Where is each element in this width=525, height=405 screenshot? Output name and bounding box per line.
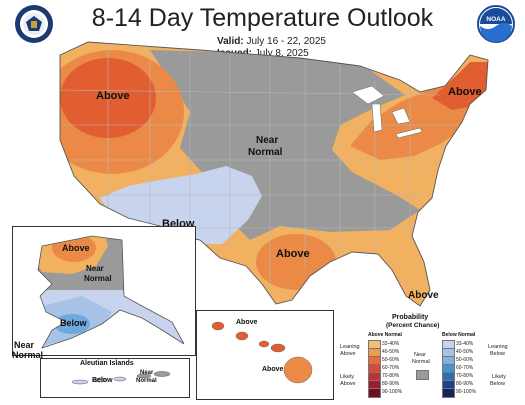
- legend-below-bin-2: 40-50%: [456, 349, 474, 355]
- legend-below-bin-6: 80-90%: [456, 381, 474, 387]
- northeast-above-label: Above: [448, 86, 482, 98]
- alaska-near-label-1: Near: [86, 264, 104, 273]
- aleutian-near-label-1: Near: [140, 370, 154, 376]
- alaska-below-label: Below: [60, 318, 87, 328]
- legend-leaning-below-2: Below: [490, 351, 505, 357]
- legend-above-bin-1: 33-40%: [382, 341, 400, 347]
- legend-likely-below-2: Below: [490, 381, 505, 387]
- legend-above-bin-6: 80-90%: [382, 381, 400, 387]
- legend-near-swatch: [416, 370, 429, 380]
- legend-below-bin-5: 70-80%: [456, 373, 474, 379]
- legend-leaning-below-1: Leaning: [488, 344, 508, 350]
- legend-above-bin-5: 70-80%: [382, 373, 400, 379]
- alaska-near-normal-label-1: Near: [14, 340, 35, 350]
- valid-value: July 16 - 22, 2025: [246, 36, 326, 47]
- legend-likely-above-1: Likely: [340, 374, 355, 380]
- hawaii-above-label-2: Above: [262, 366, 284, 373]
- legend-above-bin-7: 90-100%: [382, 389, 403, 395]
- alaska-map: [37, 235, 185, 349]
- hawaii-map: [211, 321, 313, 384]
- legend-likely-above-2: Above: [340, 381, 356, 387]
- valid-dates: Valid: July 16 - 22, 2025: [217, 36, 326, 47]
- legend-near-normal-2: Normal: [412, 359, 430, 365]
- legend-below-bin-1: 33-40%: [456, 341, 474, 347]
- legend-title-1: Probability: [392, 314, 429, 321]
- aleutian-below-label: Below: [92, 377, 113, 384]
- near-normal-label-1: Near: [256, 135, 279, 146]
- noaa-logo-icon: NOAA: [477, 5, 515, 43]
- map-title: 8-14 Day Temperature Outlook: [91, 4, 434, 32]
- alaska-near-label-2: Normal: [84, 274, 112, 283]
- near-normal-label-2: Normal: [248, 147, 283, 158]
- lake-michigan: [371, 103, 383, 133]
- legend-below-bin-7: 90-100%: [456, 389, 477, 395]
- legend-below-bin-4: 60-70%: [456, 365, 474, 371]
- legend-below-swatch-7: [442, 388, 455, 398]
- hawaii-above-label-1: Above: [236, 319, 258, 326]
- aleutian-title: Aleutian Islands: [80, 360, 134, 367]
- legend-title-2: (Percent Chance): [386, 322, 440, 329]
- legend-leaning-above-1: Leaning: [340, 344, 360, 350]
- lake-superior: [351, 85, 385, 105]
- lake-huron: [391, 107, 411, 125]
- above-40-50-gulf: [256, 234, 336, 290]
- legend-above-bin-2: 40-50%: [382, 349, 400, 355]
- issued-value: July 8, 2025: [254, 48, 309, 59]
- legend-near-normal-1: Near: [414, 352, 426, 358]
- legend-leaning-above-2: Above: [340, 351, 356, 357]
- alaska-near-normal-label-2: Normal: [12, 350, 44, 360]
- gulf-above-label: Above: [276, 248, 310, 260]
- west-above-label: Above: [96, 90, 130, 102]
- alaska-above-label: Above: [62, 243, 90, 253]
- legend-above-normal: Above Normal: [368, 332, 402, 338]
- legend-below-normal: Below Normal: [442, 332, 476, 338]
- commerce-seal-icon: [15, 5, 53, 43]
- valid-label: Valid:: [217, 36, 244, 47]
- legend-likely-below-1: Likely: [492, 374, 507, 380]
- florida-above-label: Above: [408, 290, 439, 301]
- legend-below-bin-3: 50-60%: [456, 357, 474, 363]
- legend-above-bin-3: 50-60%: [382, 357, 400, 363]
- legend-above-swatch-7: [368, 388, 381, 398]
- legend-above-bin-4: 60-70%: [382, 365, 400, 371]
- lake-erie: [395, 127, 423, 139]
- noaa-logo-text: NOAA: [486, 16, 505, 23]
- legend: Probability (Percent Chance) Above Norma…: [340, 314, 520, 400]
- aleutian-near-label-2: Normal: [136, 378, 157, 384]
- aleutian-map: [71, 371, 171, 385]
